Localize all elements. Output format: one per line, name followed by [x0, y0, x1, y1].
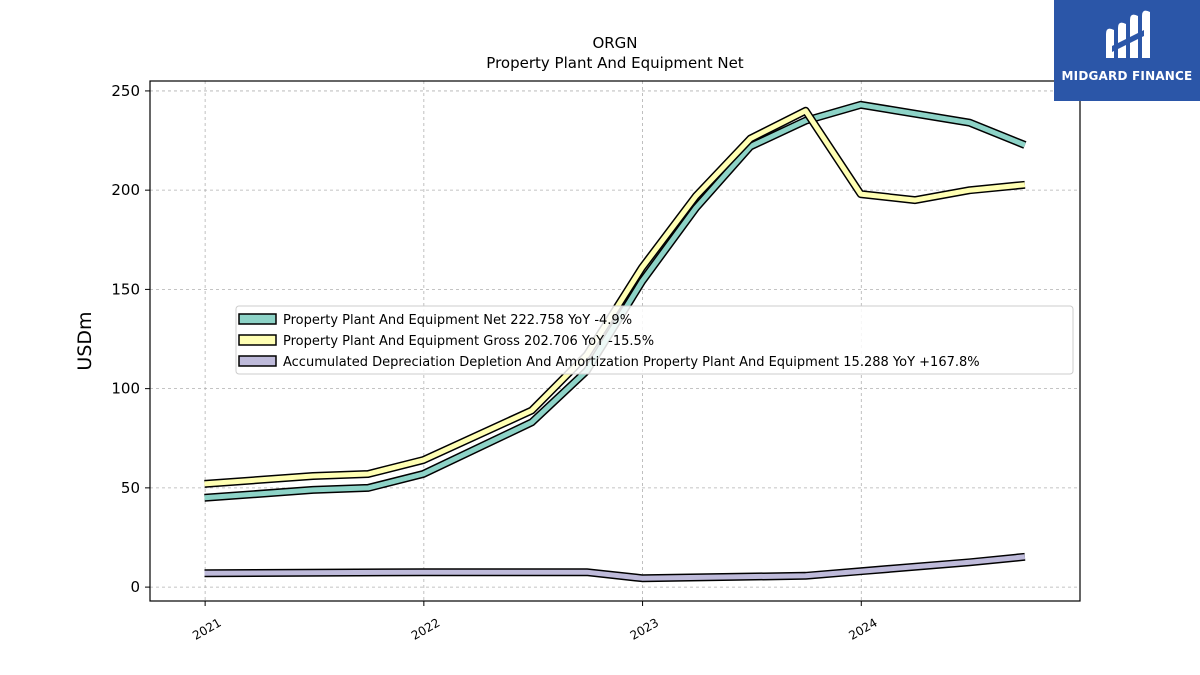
brand-name: MIDGARD FINANCE: [1061, 69, 1193, 83]
y-axis-label: USDm: [74, 311, 96, 370]
series-line-1: [204, 108, 1026, 487]
x-tick-label: 2023: [628, 615, 661, 642]
legend-swatch: [238, 313, 277, 325]
x-tick-label: 2021: [190, 615, 223, 642]
series-line-2: [204, 554, 1026, 581]
y-tick-label: 50: [121, 479, 140, 497]
x-tick-label: 2022: [409, 615, 442, 642]
legend-box: [235, 305, 1074, 375]
y-tick-label: 150: [111, 280, 140, 298]
plot-frame: [149, 80, 1081, 602]
chart-title: ORGN: [592, 34, 637, 52]
y-tick-label: 200: [111, 181, 140, 199]
legend-swatch: [238, 334, 277, 346]
y-tick-label: 0: [130, 578, 140, 596]
legend-entry: Property Plant And Equipment Gross 202.7…: [283, 334, 654, 349]
series-lines: [204, 100, 1027, 583]
chart-subtitle: Property Plant And Equipment Net: [486, 54, 743, 72]
y-tick-label: 250: [111, 82, 140, 100]
x-tick-label: 2024: [846, 615, 879, 642]
series-line-0: [204, 102, 1026, 501]
brand-logo: MIDGARD FINANCE: [1054, 0, 1200, 101]
legend-entry: Accumulated Depreciation Depletion And A…: [283, 355, 980, 370]
series-outline-0: [204, 100, 1027, 502]
legend-entry: Property Plant And Equipment Net 222.758…: [283, 313, 632, 328]
series-outline-1: [204, 106, 1026, 488]
brand-mark-icon: [1106, 10, 1150, 59]
legend: Property Plant And Equipment Net 222.758…: [235, 305, 1074, 375]
y-tick-label: 100: [111, 380, 140, 398]
legend-swatch: [238, 355, 277, 367]
